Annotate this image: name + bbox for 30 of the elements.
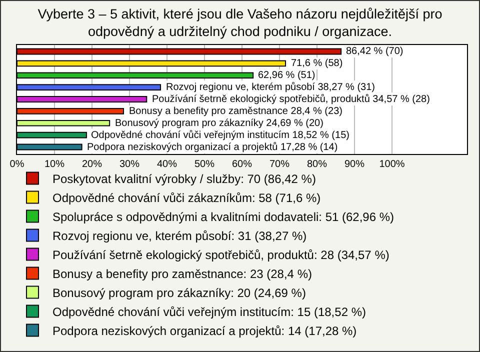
legend-label: Bonusový program pro zákazníky: 20 (24,69 %)	[52, 286, 306, 300]
data-label: 62,96 % (51)	[258, 70, 316, 81]
legend-label: Odpovědné chování vůči zákazníkům: 58 (71,6 %)	[52, 190, 321, 205]
data-label: Bonusy a benefity pro zaměstnance 28,4 % (23)	[129, 106, 342, 117]
data-label: Odpovědné chování vůči veřejným institucím 18,52 % (15)	[91, 129, 350, 141]
data-label: Podpora neziskových organizací a projektů 17,28 % (14)	[87, 141, 338, 153]
x-tick-label: 20%	[82, 159, 102, 170]
data-label: Bonusový program pro zákazníky 24,69 % (20)	[115, 118, 324, 129]
data-label: Používání šetrně ekologický spotřebičů, produktů 34,57 % (28)	[152, 93, 430, 105]
legend-label: Bonusy a benefity pro zaměstnance: 23 (28,4 %)	[52, 266, 312, 281]
chart-title: Vyberte 3 – 5 aktivit, které jsou dle Vašeho názoru nejdůležitější pro odpovědný a udržitelný chod podniku / organizace.	[38, 6, 442, 40]
legend-label: Podpora neziskových organizací a projektů: 14 (17,28 %)	[52, 324, 357, 338]
data-label: Rozvoj regionu ve, kterém působí 38,27 % (31)	[166, 81, 375, 93]
x-tick-label: 60%	[232, 159, 252, 170]
x-tick-label: 50%	[194, 159, 215, 170]
legend-label: Poskytovat kvalitní výrobky / služby: 70 (86,42 %)	[52, 172, 316, 186]
legend-label: Odpovědné chování vůči veřejným institucím: 15 (18,52 %)	[52, 304, 366, 319]
x-tick-label: 100%	[379, 159, 405, 170]
data-label: 71,6 % (58)	[291, 58, 343, 69]
x-tick-label: 40%	[156, 159, 178, 170]
x-tick-label: 30%	[119, 159, 140, 170]
data-label: 86,42 % (70)	[346, 46, 404, 57]
x-tick-label: 10%	[44, 159, 65, 170]
legend-label: Používání šetrně ekologický spotřebičů, produktů: 28 (34,57 %)	[52, 248, 390, 262]
legend-label: Rozvoj regionu ve, kterém působí: 31 (38,27 %)	[52, 228, 307, 243]
legend-label: Spolupráce s odpovědnými a kvalitními dodavateli: 51 (62,96 %)	[52, 210, 394, 224]
x-tick-label: 0%	[10, 159, 24, 170]
x-tick-label: 80%	[306, 159, 328, 170]
x-tick-label: 70%	[269, 159, 290, 170]
x-tick-label: 90%	[344, 159, 365, 170]
